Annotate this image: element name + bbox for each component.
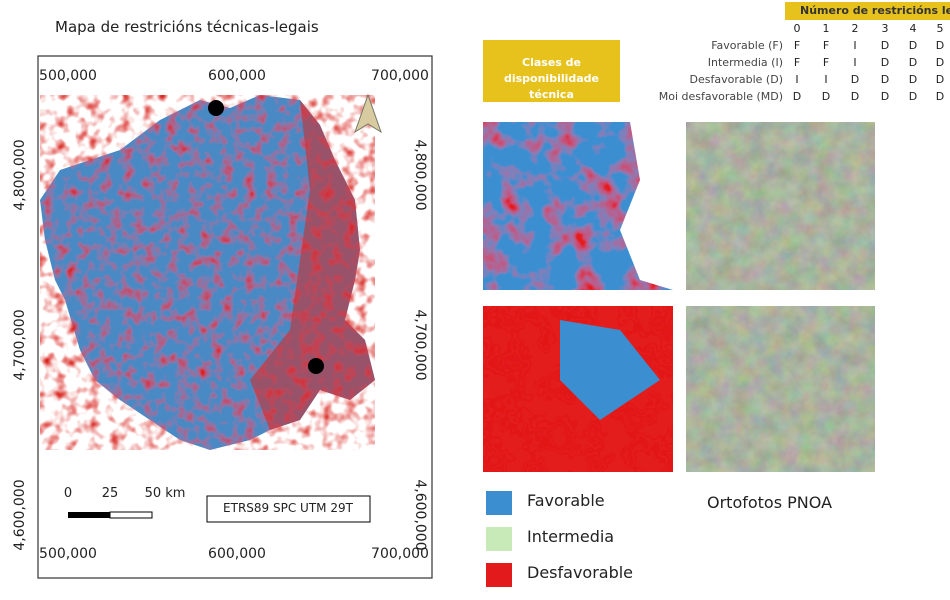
scale-label: 0 xyxy=(63,486,73,501)
map-frame xyxy=(37,55,433,579)
table-row-label: Moi desfavorable (MD) xyxy=(658,90,783,103)
table-cell: D xyxy=(850,90,860,103)
table-row-header: Clases de disponibilidade técnica xyxy=(503,56,600,101)
table-cell: F xyxy=(793,56,801,69)
crs-label: ETRS89 SPC UTM 29T xyxy=(223,501,353,515)
map-title: Mapa de restricións técnicas-legais xyxy=(55,18,319,36)
table-column: 4 xyxy=(909,22,917,35)
x-label: 600,000 xyxy=(208,68,266,84)
table-cell: D xyxy=(880,39,890,52)
x-label: 700,000 xyxy=(371,68,429,84)
table-column: 2 xyxy=(851,22,859,35)
table-cell: D xyxy=(935,39,945,52)
north-arrow xyxy=(354,93,382,134)
table-cell: F xyxy=(822,39,830,52)
x-label: 600,000 xyxy=(208,546,266,562)
map-marker xyxy=(208,100,224,116)
table-cell: F xyxy=(793,39,801,52)
legend-label: Desfavorable xyxy=(527,563,634,582)
legend-swatch xyxy=(486,563,512,587)
sea-area xyxy=(620,122,673,290)
table-row-header-bg xyxy=(483,40,620,102)
orthophoto xyxy=(686,122,875,290)
table-header: Número de restricións leg xyxy=(800,4,950,17)
table-cell: D xyxy=(880,90,890,103)
y-label: 4,600,000 xyxy=(412,479,428,551)
table-column: 1 xyxy=(822,22,830,35)
photos-label: Ortofotos PNOA xyxy=(707,493,833,512)
table-cell: D xyxy=(935,56,945,69)
table-cell: D xyxy=(935,90,945,103)
table-cell: D xyxy=(908,39,918,52)
table-cell: D xyxy=(908,90,918,103)
scale-label: 25 xyxy=(101,486,119,501)
table-cell: I xyxy=(853,56,857,69)
x-label: 500,000 xyxy=(39,68,97,84)
y-label: 4,800,000 xyxy=(12,139,28,211)
legend-label: Favorable xyxy=(527,491,605,510)
table-cell: D xyxy=(908,73,918,86)
table-row-label: Favorable (F) xyxy=(711,39,783,52)
table-cell: F xyxy=(822,56,830,69)
table-column: 5 xyxy=(936,22,944,35)
x-label: 500,000 xyxy=(39,546,97,562)
orthophoto xyxy=(686,306,875,472)
table-cell: D xyxy=(908,56,918,69)
scale-label: 50 km xyxy=(144,486,186,501)
tile-region xyxy=(560,320,660,420)
legend-swatch xyxy=(486,527,512,551)
y-label: 4,800,000 xyxy=(412,139,428,211)
table-row-label: Intermedia (I) xyxy=(707,56,783,69)
x-label: 700,000 xyxy=(371,546,429,562)
y-label: 4,700,000 xyxy=(12,309,28,381)
table-cell: D xyxy=(850,73,860,86)
legend-label: Intermedia xyxy=(527,527,615,546)
table-row-label: Desfavorable (D) xyxy=(689,73,783,86)
table-header-bg xyxy=(785,2,950,20)
y-label: 4,600,000 xyxy=(12,479,28,551)
table-column: 0 xyxy=(793,22,801,35)
table-cell: D xyxy=(880,56,890,69)
table-cell: I xyxy=(795,73,799,86)
table-cell: D xyxy=(935,73,945,86)
table-cell: I xyxy=(853,39,857,52)
table-cell: I xyxy=(824,73,828,86)
crs-box xyxy=(206,495,371,523)
map-east-region xyxy=(250,100,375,430)
scale-bar xyxy=(68,512,110,518)
legend-swatch xyxy=(486,491,512,515)
map-marker xyxy=(308,358,324,374)
scale-bar xyxy=(109,511,153,519)
table-cell: D xyxy=(792,90,802,103)
table-column: 3 xyxy=(881,22,889,35)
y-label: 4,700,000 xyxy=(412,309,428,381)
table-cell: D xyxy=(821,90,831,103)
table-cell: D xyxy=(880,73,890,86)
